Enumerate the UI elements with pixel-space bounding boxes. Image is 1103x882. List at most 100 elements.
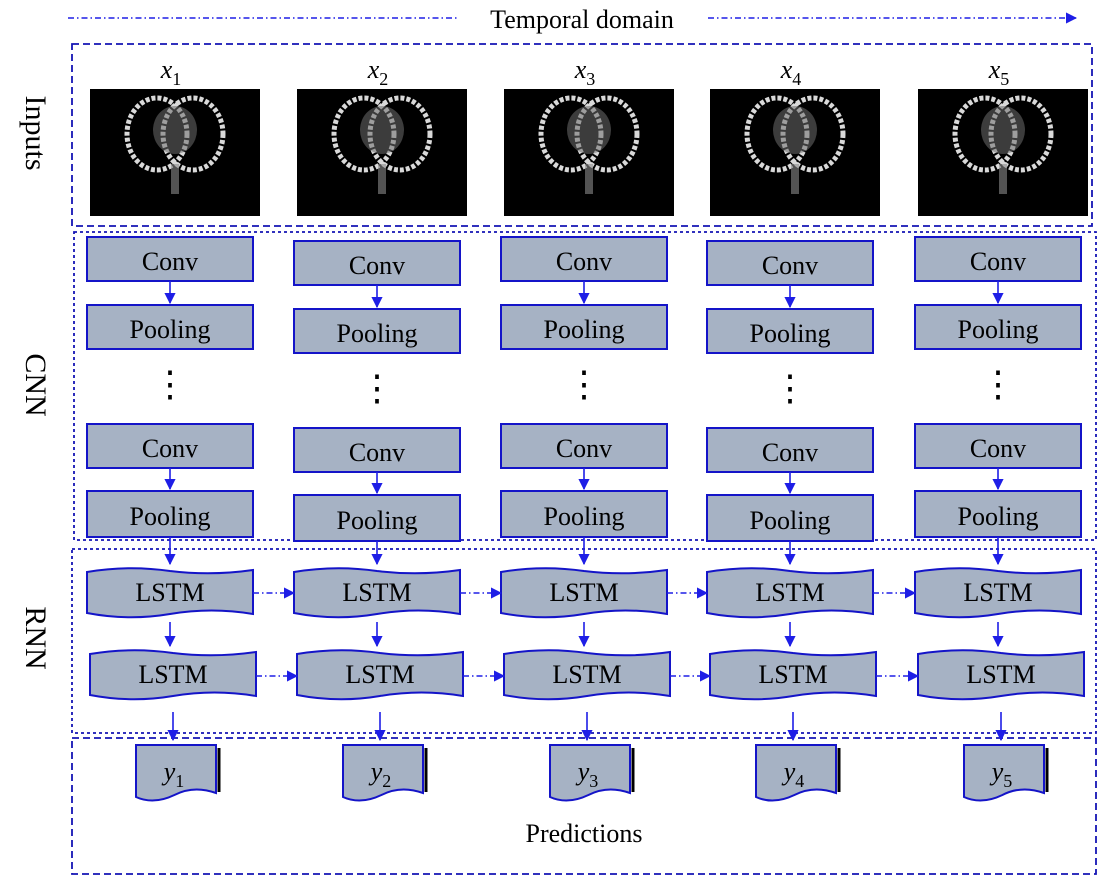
input-label-letter: x [367,55,380,84]
scan-core [360,106,404,154]
input-label-x1: x1 [160,55,182,89]
input-label-subscript: 3 [586,69,595,89]
input-label-subscript: 2 [379,69,388,89]
input-label-subscript: 1 [172,69,181,89]
pooling-label-upper-2: Pooling [337,319,418,348]
prediction-box-y2 [342,744,424,802]
pooling-label-upper-5: Pooling [958,315,1039,344]
conv-label-upper-2: Conv [349,251,405,280]
lstm-box-layer2-1 [89,649,257,701]
input-label-x5: x5 [988,55,1010,89]
conv-label-upper-1: Conv [142,247,198,276]
lstm-label-layer2-3: LSTM [552,660,621,689]
lstm-label-layer2-5: LSTM [966,660,1035,689]
lstm-box-layer1-2 [293,567,461,619]
prediction-label-y2: y2 [368,757,392,791]
input-label-letter: x [574,55,587,84]
scan-stem [378,164,386,194]
prediction-box-y4 [755,744,837,802]
conv-box-lower-4 [706,427,874,473]
conv-label-lower-2: Conv [349,438,405,467]
conv-label-lower-1: Conv [142,434,198,463]
prediction-box-y1 [135,744,217,802]
conv-label-upper-5: Conv [970,247,1026,276]
lstm-box-layer1-3 [500,567,668,619]
prediction-label-y1: y1 [161,757,185,791]
lstm-box-layer1-4 [706,567,874,619]
conv-box-lower-2 [293,427,461,473]
rnn-section-label: RNN [19,606,52,669]
pooling-box-upper-1 [86,304,254,350]
predictions-section-label: Predictions [526,819,643,848]
cnn-section-label: CNN [19,353,52,416]
conv-label-upper-4: Conv [762,251,818,280]
pooling-box-lower-4 [706,494,874,542]
prediction-label-subscript: 2 [382,771,391,791]
pooling-label-upper-4: Pooling [750,319,831,348]
input-label-letter: x [160,55,173,84]
scan-stem [585,164,593,194]
pooling-box-upper-2 [293,308,461,354]
scan-stem [791,164,799,194]
lstm-label-layer1-3: LSTM [549,578,618,607]
prediction-label-letter: y [781,757,796,786]
prediction-label-letter: y [368,757,383,786]
lstm-label-layer1-1: LSTM [135,578,204,607]
lstm-label-layer2-1: LSTM [138,660,207,689]
input-label-letter: x [780,55,793,84]
pooling-box-upper-3 [500,304,668,350]
ellipsis-5: ⋮ [980,364,1016,404]
pooling-label-lower-4: Pooling [750,506,831,535]
scan-stem [171,164,179,194]
pooling-label-lower-1: Pooling [130,502,211,531]
pooling-label-upper-1: Pooling [130,315,211,344]
conv-box-lower-3 [500,423,668,469]
lstm-box-layer1-1 [86,567,254,619]
lstm-label-layer2-4: LSTM [758,660,827,689]
prediction-label-y3: y3 [575,757,599,791]
input-label-x3: x3 [574,55,596,89]
scan-core [773,106,817,154]
ellipsis-3: ⋮ [566,364,602,404]
conv-box-upper-1 [86,236,254,282]
prediction-label-subscript: 4 [795,771,804,791]
ellipsis-4: ⋮ [772,368,808,408]
inputs-section-frame [71,43,1093,227]
scan-core [567,106,611,154]
lstm-box-layer2-4 [709,649,877,701]
input-label-subscript: 5 [1000,69,1009,89]
lstm-box-layer2-3 [503,649,671,701]
conv-box-upper-3 [500,236,668,282]
prediction-label-letter: y [575,757,590,786]
input-label-x2: x2 [367,55,389,89]
pooling-box-upper-4 [706,308,874,354]
prediction-label-y4: y4 [781,757,805,791]
conv-label-lower-4: Conv [762,438,818,467]
lstm-label-layer2-2: LSTM [345,660,414,689]
prediction-label-subscript: 5 [1003,771,1012,791]
lstm-box-layer2-2 [296,649,464,701]
lstm-box-layer2-5 [917,649,1085,701]
conv-label-lower-5: Conv [970,434,1026,463]
lstm-box-layer1-5 [914,567,1082,619]
lstm-label-layer1-4: LSTM [755,578,824,607]
lstm-label-layer1-2: LSTM [342,578,411,607]
conv-label-lower-3: Conv [556,434,612,463]
input-label-letter: x [988,55,1001,84]
lstm-label-layer1-5: LSTM [963,578,1032,607]
prediction-label-letter: y [161,757,176,786]
prediction-label-letter: y [989,757,1004,786]
pooling-label-lower-2: Pooling [337,506,418,535]
prediction-label-subscript: 3 [589,771,598,791]
pooling-box-upper-5 [914,304,1082,350]
pooling-label-lower-3: Pooling [544,502,625,531]
input-label-subscript: 4 [792,69,801,89]
prediction-box-y5 [963,744,1045,802]
scan-core [981,106,1025,154]
temporal-domain-label: Temporal domain [490,5,674,34]
cnn-section-frame [73,231,1097,541]
inputs-section-label: Inputs [19,96,52,171]
prediction-box-y3 [549,744,631,802]
